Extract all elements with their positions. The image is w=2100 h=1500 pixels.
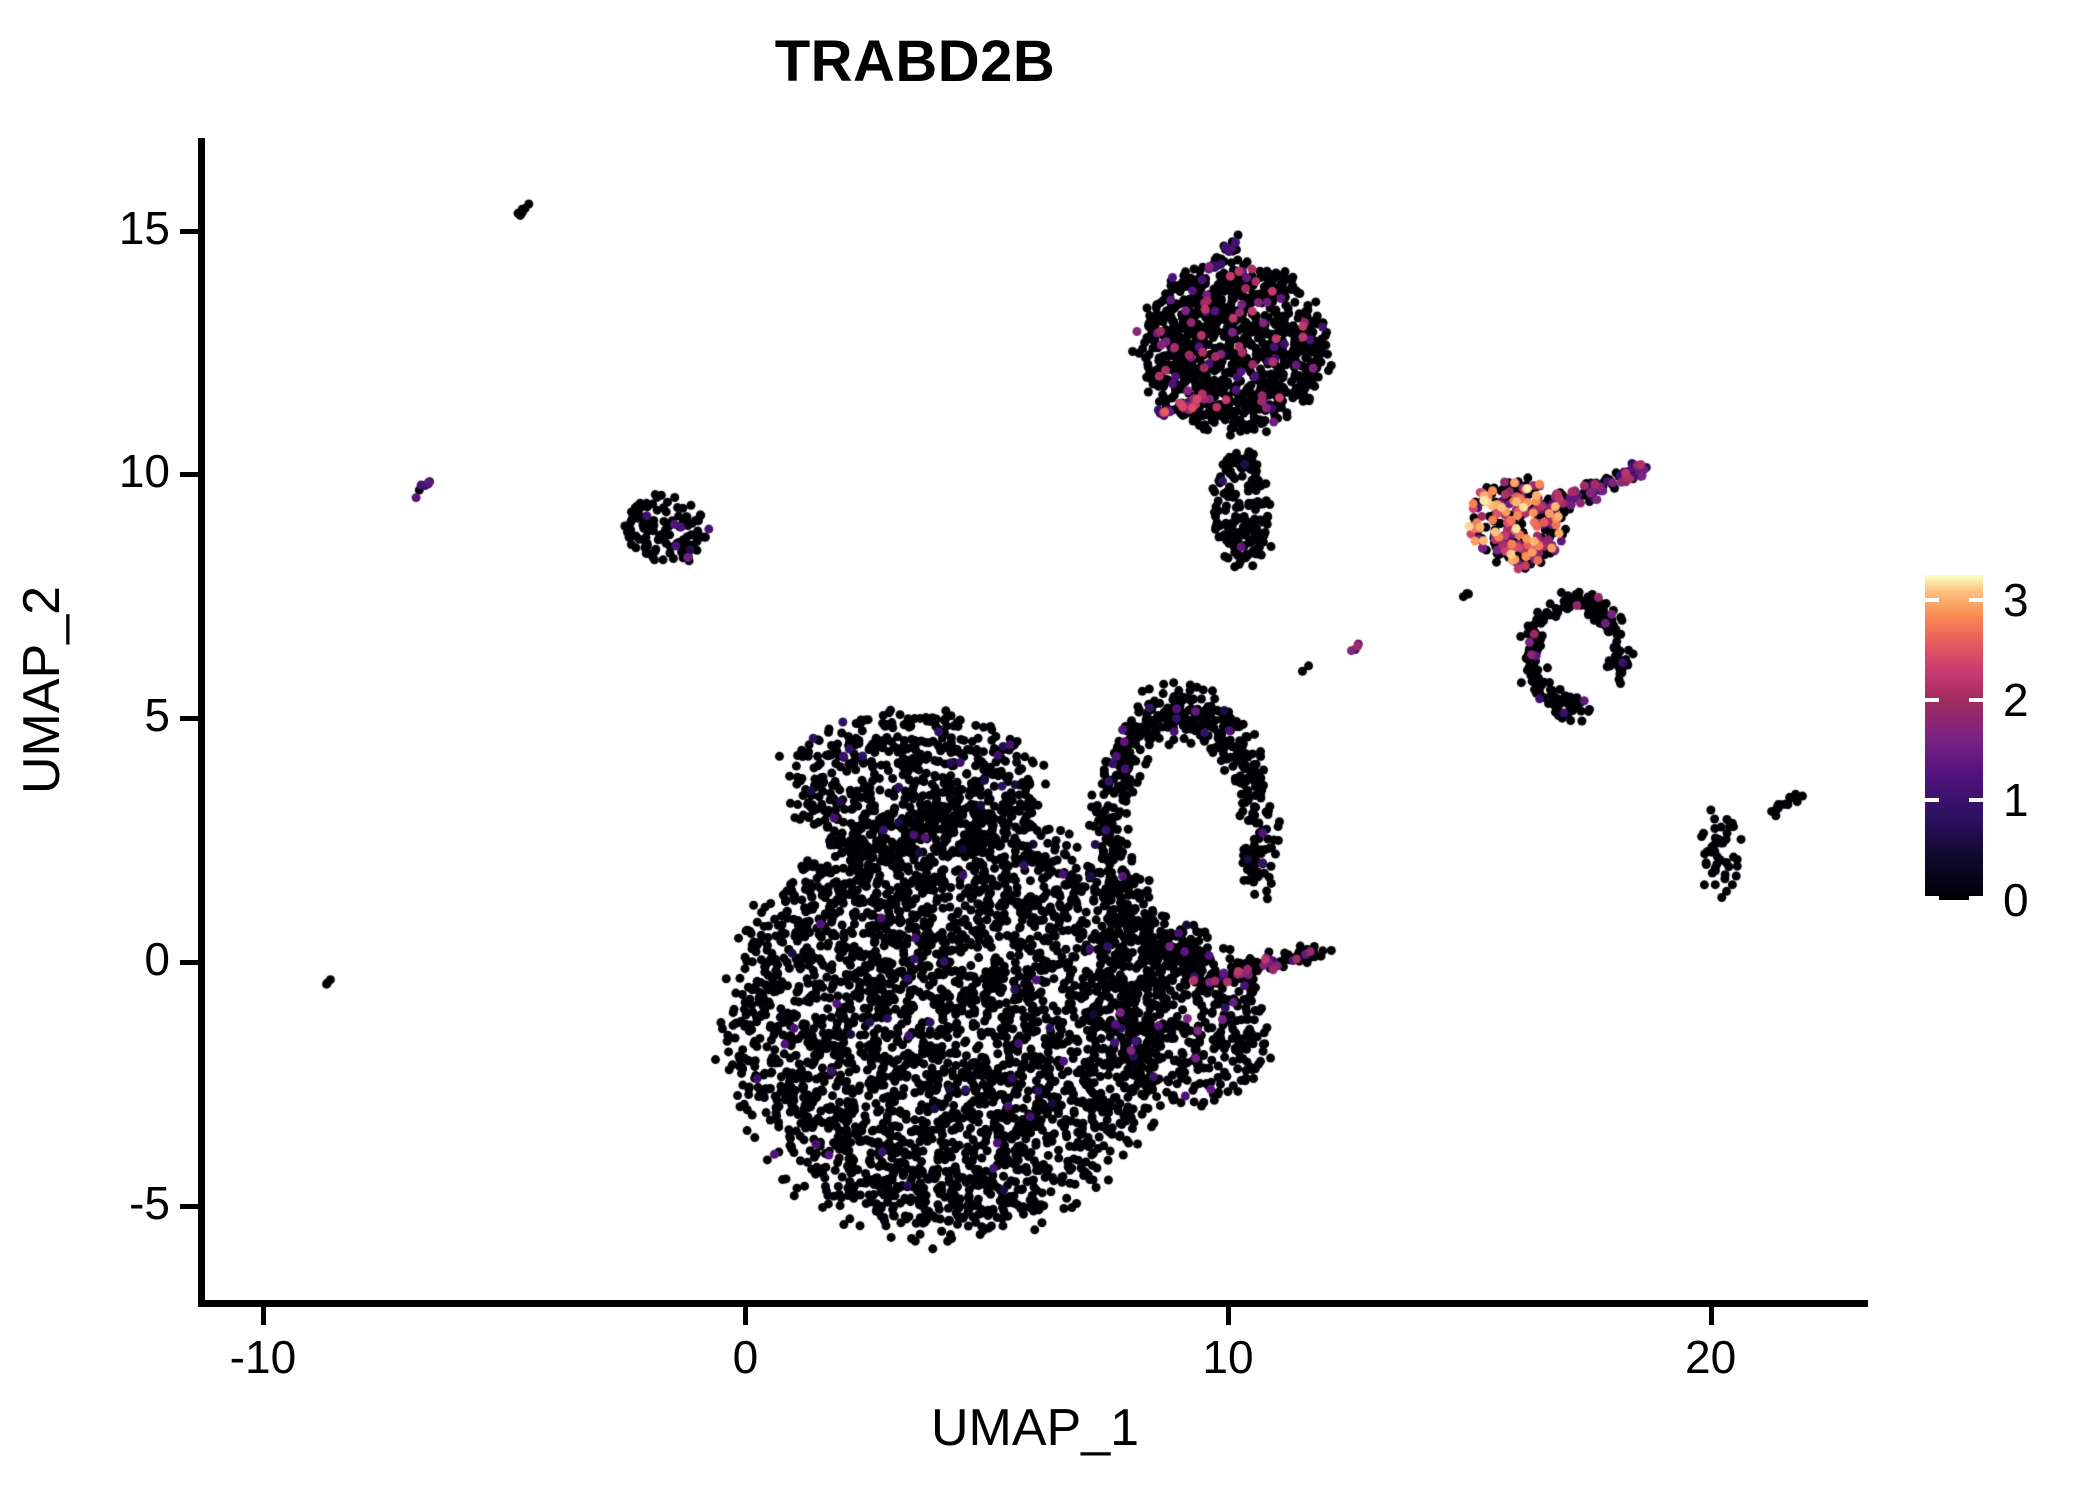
y-axis-line	[198, 138, 205, 1306]
colorbar-tick-mark	[1925, 598, 1983, 602]
colorbar-tick-label: 0	[2003, 874, 2029, 926]
y-tick-label: 15	[118, 201, 170, 254]
x-tick-label: 20	[1684, 1331, 1737, 1383]
x-tick-label: 0	[732, 1331, 759, 1383]
colorbar-tick-mark	[1925, 698, 1983, 702]
colorbar-tick-mark	[1925, 896, 1983, 900]
colorbar-tick-label: 1	[2003, 774, 2029, 826]
y-tick-mark	[180, 472, 198, 478]
x-tick-mark	[260, 1307, 266, 1325]
y-tick-mark	[180, 959, 198, 965]
x-tick-label: 10	[1202, 1331, 1254, 1383]
y-axis-title: UMAP_2	[13, 585, 71, 795]
colorbar-tick-label: 2	[2003, 674, 2029, 726]
y-tick-mark	[180, 1203, 198, 1209]
y-tick-label: 0	[144, 932, 170, 985]
x-tick-label: -10	[229, 1331, 297, 1383]
colorbar-legend: 0 1 2 3	[1925, 574, 2085, 926]
colorbar-tick-mark	[1925, 798, 1983, 802]
y-tick-label: 5	[144, 689, 170, 742]
x-tick-mark	[743, 1307, 749, 1325]
x-axis-title: UMAP_1	[930, 1399, 1140, 1457]
scatter-plot-canvas	[205, 138, 1865, 1303]
x-tick-mark	[1708, 1307, 1714, 1325]
plot-panel	[205, 138, 1865, 1303]
x-tick-mark	[1226, 1307, 1232, 1325]
y-tick-label: 10	[118, 445, 170, 498]
y-tick-mark	[180, 228, 198, 234]
colorbar-gradient	[1925, 575, 1983, 900]
y-tick-mark	[180, 716, 198, 722]
x-axis-line	[198, 1300, 1868, 1307]
colorbar-tick-label: 3	[2003, 574, 2029, 626]
y-tick-label: -5	[129, 1176, 170, 1229]
page-title: TRABD2B	[774, 29, 1056, 94]
